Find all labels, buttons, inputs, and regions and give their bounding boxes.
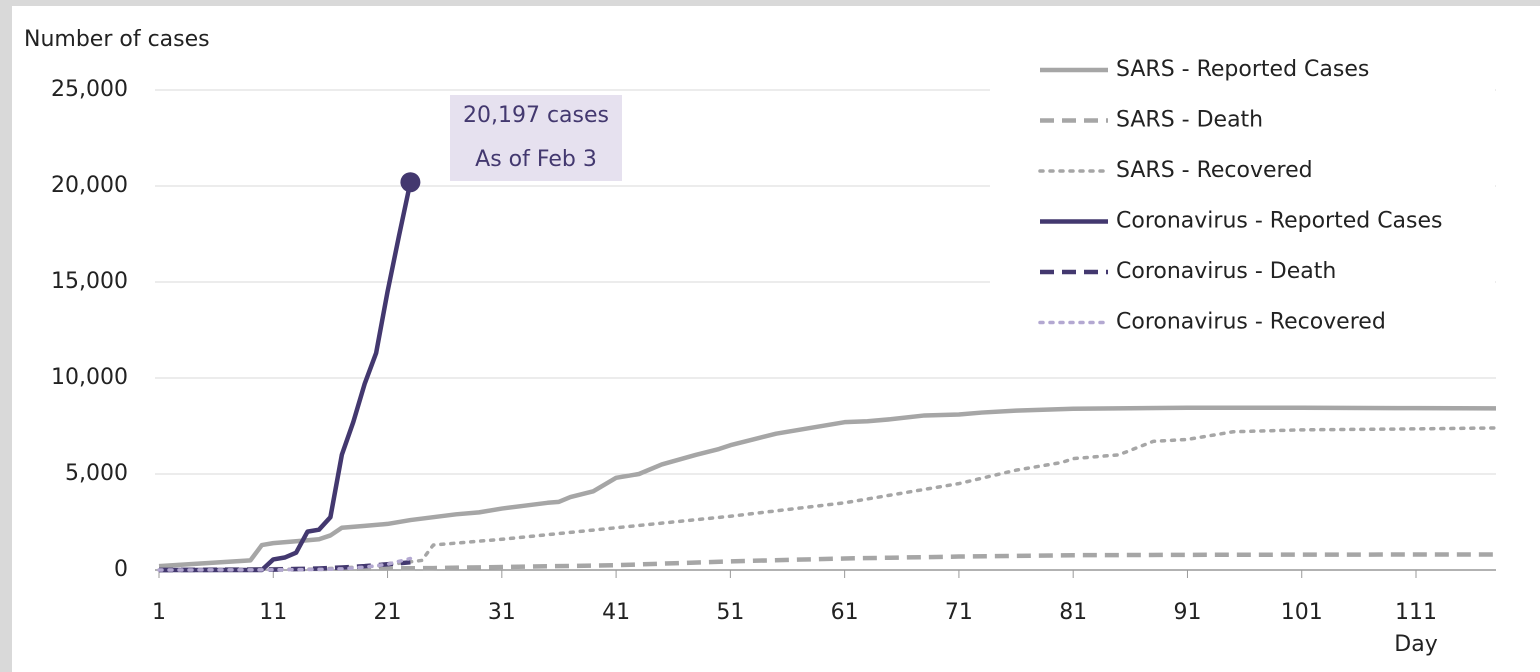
series-line: [157, 556, 413, 572]
annotation-box: [450, 95, 622, 181]
point-marker: [400, 172, 421, 193]
series-line: [158, 405, 1497, 569]
annotation-text: 20,197 cases: [463, 103, 609, 128]
legend-label: Coronavirus - Recovered: [1116, 310, 1386, 335]
y-tick-label: 15,000: [51, 269, 128, 294]
x-tick-label: 11: [259, 600, 287, 625]
x-tick-label: 71: [945, 600, 973, 625]
x-tick-label: 101: [1281, 600, 1323, 625]
series-line: [158, 560, 411, 573]
legend-label: SARS - Death: [1116, 108, 1263, 133]
legend-label: SARS - Reported Cases: [1116, 57, 1369, 82]
y-axis-label: Number of cases: [24, 27, 210, 52]
x-tick-label: 31: [488, 600, 516, 625]
series-line: [157, 426, 1498, 572]
y-tick-label: 20,000: [51, 173, 128, 198]
legend-label: SARS - Recovered: [1116, 158, 1313, 183]
legend-label: Coronavirus - Death: [1116, 259, 1336, 284]
x-axis-label: Day: [1394, 632, 1437, 657]
x-tick-label: 41: [602, 600, 630, 625]
x-tick-label: 91: [1173, 600, 1201, 625]
x-tick-label: 61: [831, 600, 859, 625]
y-tick-label: 25,000: [51, 77, 128, 102]
legend-label: Coronavirus - Reported Cases: [1116, 209, 1443, 234]
x-tick-label: 81: [1059, 600, 1087, 625]
y-tick-label: 0: [114, 557, 128, 582]
legend-bg: [990, 45, 1495, 350]
x-tick-label: 21: [374, 600, 402, 625]
x-tick-label: 1: [152, 600, 166, 625]
series-line: [158, 552, 1497, 573]
y-tick-label: 10,000: [51, 365, 128, 390]
annotation-text: As of Feb 3: [475, 147, 597, 172]
x-tick-label: 111: [1395, 600, 1437, 625]
y-tick-label: 5,000: [65, 461, 128, 486]
x-tick-label: 51: [716, 600, 744, 625]
